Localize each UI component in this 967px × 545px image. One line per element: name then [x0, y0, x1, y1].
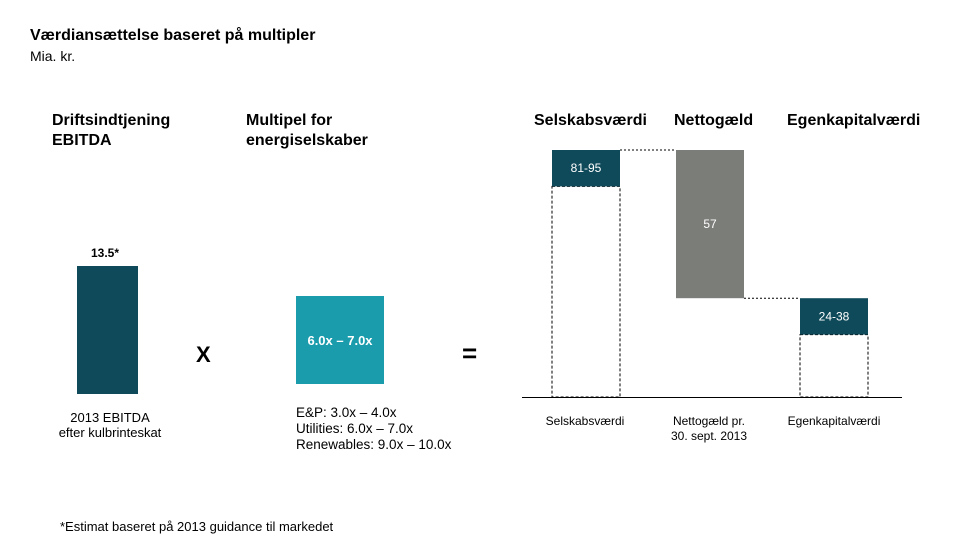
multiple-range-ep: E&P: 3.0x – 4.0x: [296, 405, 397, 420]
col-heading-nettogaeld: Nettogæld: [674, 112, 754, 129]
egenkapitalvaerdi-base-outline: [799, 334, 869, 398]
selskabsvaerdi-range-bar: [552, 150, 620, 187]
ebitda-bar: [77, 266, 138, 394]
ebitda-heading: Driftsindtjening EBITDA: [52, 111, 170, 151]
multiple-ranges: E&P: 3.0x – 4.0x Utilities: 6.0x – 7.0x …: [296, 405, 451, 453]
multiple-box-label: 6.0x – 7.0x: [307, 332, 373, 348]
col-heading-selskabsvaerdi: Selskabsværdi: [534, 112, 647, 129]
nettogaeld-bar: [676, 150, 744, 299]
page-title: Værdiansættelse baseret på multipler: [30, 27, 316, 44]
category-nettogaeld-line1: Nettogæld pr.: [672, 414, 746, 428]
egenkapitalvaerdi-range-bar: [800, 298, 868, 335]
multiple-heading-line1: Multipel for: [246, 112, 333, 129]
nettogaeld-value-label: 57: [703, 217, 717, 231]
col-heading-egenkapitalvaerdi: Egenkapitalværdi: [787, 112, 921, 129]
multiple-heading-line2: energiselskaber: [246, 132, 368, 149]
multiple-box: 6.0x – 7.0x: [296, 296, 384, 384]
ebitda-caption: 2013 EBITDA efter kulbrinteskat: [40, 410, 180, 440]
times-operator: X: [196, 342, 211, 367]
egenkapitalvaerdi-range-label: 24-38: [819, 309, 850, 323]
selskabsvaerdi-range-label: 81-95: [571, 161, 602, 175]
selskabsvaerdi-base-outline: [551, 185, 621, 398]
footnote: *Estimat baseret på 2013 guidance til ma…: [60, 519, 334, 534]
multiple-range-renewables: Renewables: 9.0x – 10.0x: [296, 437, 452, 452]
ebitda-heading-line2: EBITDA: [52, 132, 112, 149]
ebitda-caption-line1: 2013 EBITDA: [70, 410, 150, 425]
multiple-range-utilities: Utilities: 6.0x – 7.0x: [296, 421, 414, 436]
ebitda-heading-line1: Driftsindtjening: [52, 112, 171, 129]
category-selskabsvaerdi: Selskabsværdi: [545, 414, 625, 428]
category-nettogaeld: Nettogæld pr. 30. sept. 2013: [650, 414, 768, 444]
ebitda-caption-line2: efter kulbrinteskat: [58, 425, 162, 440]
category-nettogaeld-line2: 30. sept. 2013: [670, 429, 748, 443]
page-subtitle: Mia. kr.: [30, 48, 76, 64]
ebitda-value-label: 13.5*: [91, 246, 120, 260]
equals-operator: =: [462, 338, 478, 368]
category-egenkapitalvaerdi: Egenkapitalværdi: [787, 414, 881, 428]
multiple-heading: Multipel for energiselskaber: [246, 111, 368, 151]
